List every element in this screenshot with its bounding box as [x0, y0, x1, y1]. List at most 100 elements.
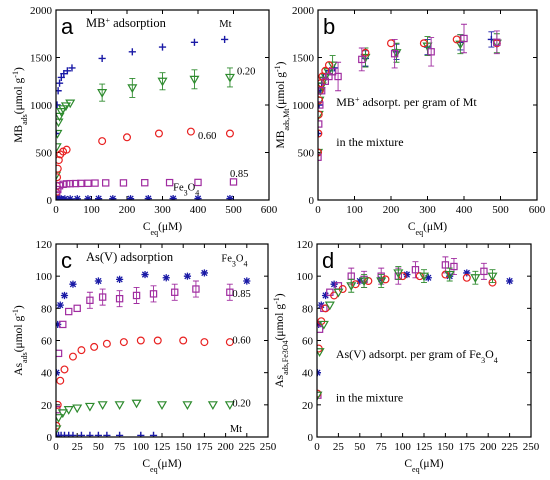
- chart-title: MB+ adsorption: [86, 16, 167, 31]
- data-point: [122, 133, 131, 142]
- y-tick-label: 500: [298, 148, 315, 160]
- data-point: [56, 101, 61, 109]
- data-point: [144, 194, 152, 200]
- series-mt: [318, 31, 495, 138]
- plot-frame: [55, 243, 269, 438]
- data-point: [470, 274, 481, 283]
- data-point: [56, 156, 63, 165]
- error-bar: [480, 262, 487, 280]
- data-point: [318, 320, 329, 330]
- data-point: [94, 277, 102, 285]
- x-tick-label: 0: [314, 441, 320, 453]
- data-point: [97, 401, 108, 411]
- data-point: [127, 84, 138, 94]
- data-point: [69, 431, 77, 437]
- data-point: [450, 262, 458, 271]
- data-point: [328, 68, 337, 76]
- y-tick-label: 1500: [292, 53, 315, 65]
- x-tick-label: 50: [93, 441, 105, 453]
- data-point: [376, 277, 387, 287]
- data-point: [128, 48, 136, 56]
- x-axis-label: Ceq(μM): [408, 221, 447, 237]
- chart-panel-d: 0 25 50 75 100 125 150 175 200 225 250 0 20 40 60 80 100…: [272, 239, 540, 474]
- data-point: [317, 325, 324, 333]
- data-point: [318, 153, 322, 161]
- data-point: [119, 179, 128, 187]
- x-axis-label: Ceq(μM): [404, 458, 443, 474]
- data-point: [77, 179, 85, 188]
- y-tick-label: 0: [308, 432, 314, 444]
- data-point: [98, 293, 107, 301]
- data-point: [318, 120, 323, 128]
- y-tick-label: 20: [302, 400, 314, 412]
- data-point: [66, 195, 74, 200]
- series-0-20: [317, 266, 498, 401]
- data-point: [62, 145, 71, 154]
- x-tick-label: 200: [119, 204, 136, 216]
- error-bar: [428, 37, 435, 67]
- y-tick-label: 0: [309, 195, 315, 207]
- data-point: [444, 270, 455, 280]
- error-bar: [335, 61, 342, 92]
- data-point: [318, 110, 323, 119]
- data-point: [480, 267, 488, 276]
- x-tick-label: 0: [53, 204, 59, 216]
- y-tick-label: 2000: [30, 5, 53, 17]
- y-axis-label: MBads(μmol g-1): [11, 67, 29, 143]
- data-point: [60, 365, 69, 374]
- data-point: [56, 320, 62, 329]
- x-axis-label: Ceq(μM): [143, 221, 182, 237]
- series-0-85: [56, 280, 234, 414]
- data-point: [493, 38, 501, 47]
- data-point: [327, 61, 338, 71]
- series-annotation: 0.20: [237, 67, 255, 78]
- y-tick-label: 80: [41, 303, 53, 315]
- data-point: [101, 179, 110, 187]
- data-point: [84, 179, 92, 187]
- y-tick-label: 120: [297, 239, 314, 251]
- plot-frame: [55, 9, 270, 201]
- y-tick-label: 1000: [30, 100, 53, 112]
- error-bar: [391, 39, 398, 69]
- error-bar: [192, 280, 199, 298]
- data-point: [56, 185, 62, 194]
- data-point: [403, 270, 411, 279]
- data-point: [182, 401, 193, 411]
- panel-note: in the mixture: [336, 391, 403, 405]
- x-tick-label: 400: [456, 204, 473, 216]
- data-point: [186, 127, 195, 136]
- plot-frame: [317, 9, 538, 201]
- data-point: [358, 55, 366, 64]
- x-tick-label: 125: [416, 441, 433, 453]
- error-bar: [191, 69, 198, 90]
- data-point: [56, 164, 62, 173]
- y-tick-label: 1500: [30, 53, 53, 65]
- x-tick-label: 125: [154, 441, 171, 453]
- data-point: [141, 270, 149, 279]
- data-point: [334, 72, 342, 81]
- data-point: [57, 409, 68, 419]
- data-point: [158, 43, 167, 51]
- data-point: [179, 336, 188, 345]
- x-tick-label: 0: [315, 204, 321, 216]
- data-point: [183, 272, 192, 280]
- x-tick-label: 300: [419, 204, 436, 216]
- data-point: [226, 194, 234, 200]
- x-tick-label: 250: [523, 441, 540, 453]
- x-tick-label: 25: [72, 441, 84, 453]
- data-point: [225, 129, 234, 138]
- data-point: [69, 280, 77, 288]
- data-point: [61, 195, 69, 200]
- data-point: [116, 431, 124, 437]
- error-bar: [133, 286, 140, 304]
- data-point: [114, 401, 125, 411]
- data-point: [318, 96, 324, 105]
- data-point: [411, 266, 420, 274]
- x-tick-label: 300: [154, 204, 171, 216]
- data-point: [460, 34, 468, 43]
- data-point: [136, 336, 145, 345]
- data-point: [165, 178, 174, 187]
- x-tick-label: 600: [261, 204, 278, 216]
- data-point: [390, 49, 399, 58]
